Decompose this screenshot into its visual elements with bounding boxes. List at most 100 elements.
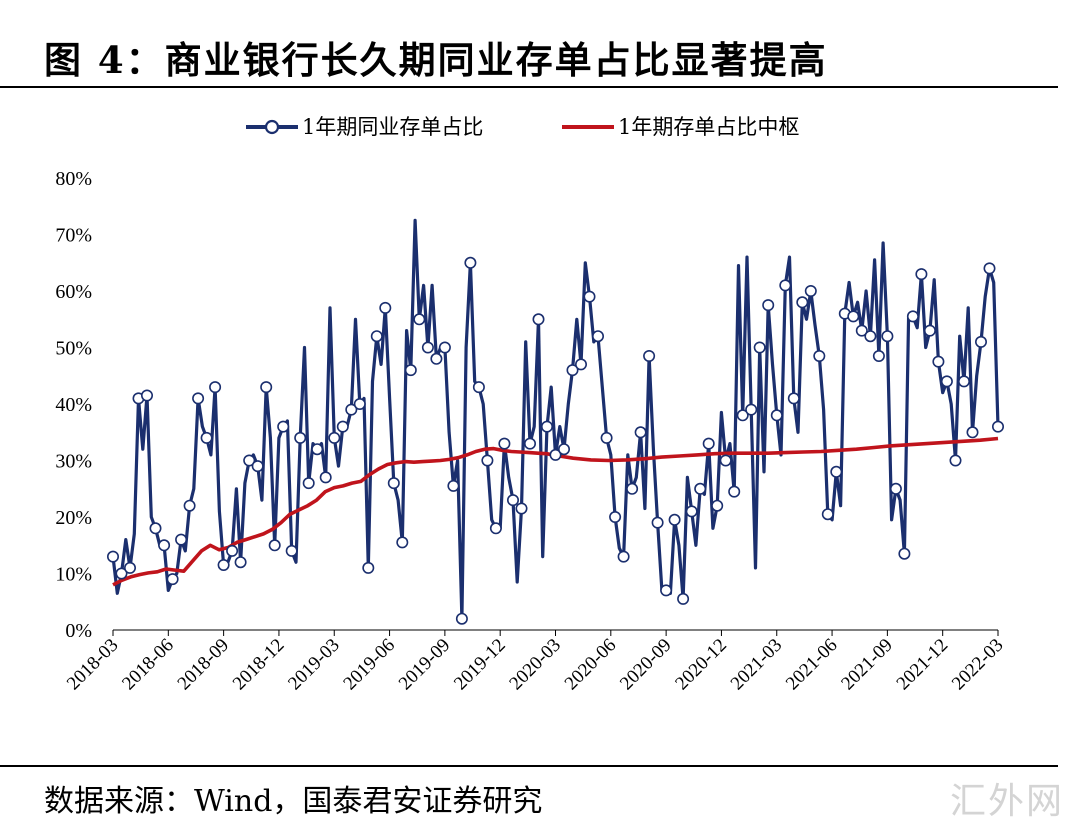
data-point — [353, 397, 366, 410]
data-point — [285, 544, 298, 557]
data-point — [115, 567, 128, 580]
data-point — [591, 330, 604, 343]
data-point — [855, 324, 868, 337]
data-point — [345, 403, 358, 416]
data-point — [141, 389, 154, 402]
data-point — [226, 544, 239, 557]
data-point — [175, 533, 188, 546]
legend-label-series-1: 1年期同业存单占比 — [302, 115, 483, 139]
x-tick-label: 2020-12 — [671, 635, 731, 695]
data-point — [813, 350, 826, 363]
source-divider — [0, 765, 1058, 767]
legend-marker-series-1 — [264, 119, 280, 135]
data-point — [787, 392, 800, 405]
data-point — [260, 381, 273, 394]
data-point — [243, 454, 256, 467]
data-point — [753, 341, 766, 354]
data-point — [923, 324, 936, 337]
legend-item-series-2: 1年期存单占比中枢 — [562, 115, 799, 139]
x-tick-label: 2022-03 — [948, 635, 1008, 695]
data-point — [404, 364, 417, 377]
data-point — [821, 508, 834, 521]
data-point — [251, 460, 264, 473]
data-point — [719, 454, 732, 467]
figure-title: 图 4：商业银行长久期同业存单占比显著提高 — [44, 38, 828, 82]
x-tick-label: 2020-09 — [616, 635, 676, 695]
data-point — [362, 561, 375, 574]
data-point — [694, 482, 707, 495]
data-point — [149, 522, 162, 535]
data-point — [770, 409, 783, 422]
data-point — [677, 592, 690, 605]
data-point — [166, 573, 179, 586]
data-point — [991, 420, 1004, 433]
data-point — [506, 494, 519, 507]
y-tick-label: 60% — [55, 281, 92, 303]
data-point — [192, 392, 205, 405]
legend-item-series-1: 1年期同业存单占比 — [246, 115, 483, 139]
data-point — [643, 350, 656, 363]
data-point — [660, 584, 673, 597]
data-point — [728, 485, 741, 498]
data-point — [396, 536, 409, 549]
data-point — [107, 550, 120, 563]
data-point — [370, 330, 383, 343]
data-point — [889, 482, 902, 495]
y-tick-label: 0% — [65, 620, 92, 642]
x-tick-label: 2019-03 — [284, 635, 344, 695]
y-axis: 0% 10% 20% 30% 40% 50% 60% 70% 80% — [55, 168, 92, 642]
data-point — [158, 539, 171, 552]
data-point — [830, 465, 843, 478]
data-point — [379, 301, 392, 314]
data-point — [472, 381, 485, 394]
data-point — [489, 522, 502, 535]
x-tick-label: 2019-06 — [339, 635, 399, 695]
x-tick-label: 2019-09 — [395, 635, 455, 695]
data-point — [574, 358, 587, 371]
data-point — [481, 454, 494, 467]
data-point — [421, 341, 434, 354]
data-point — [932, 355, 945, 368]
data-point — [779, 279, 792, 292]
data-point — [413, 313, 426, 326]
x-tick-label: 2021-03 — [727, 635, 787, 695]
data-point — [762, 299, 775, 312]
x-tick-label: 2018-06 — [118, 635, 178, 695]
data-point — [447, 479, 460, 492]
data-point — [455, 612, 468, 625]
data-point — [302, 477, 315, 490]
data-point — [387, 477, 400, 490]
legend-label-series-2: 1年期存单占比中枢 — [618, 115, 799, 139]
x-tick-label: 2018-03 — [63, 635, 123, 695]
x-tick-label: 2021-12 — [893, 635, 953, 695]
data-point — [634, 426, 647, 439]
data-point — [617, 550, 630, 563]
data-point — [872, 350, 885, 363]
data-point — [430, 352, 443, 365]
data-point — [311, 443, 324, 456]
x-tick-label: 2021-06 — [782, 635, 842, 695]
data-point — [566, 364, 579, 377]
y-tick-label: 20% — [55, 507, 92, 529]
data-point — [881, 330, 894, 343]
series-line-1 — [111, 218, 1000, 621]
data-point — [600, 431, 613, 444]
data-point — [200, 431, 213, 444]
data-point — [557, 443, 570, 456]
data-point — [864, 330, 877, 343]
data-point — [498, 437, 511, 450]
data-point — [209, 381, 222, 394]
data-point — [268, 539, 281, 552]
data-point — [438, 341, 451, 354]
data-point — [626, 482, 639, 495]
y-tick-label: 70% — [55, 225, 92, 247]
data-point — [898, 547, 911, 560]
data-point — [949, 454, 962, 467]
x-tick-label: 2018-09 — [174, 635, 234, 695]
x-tick-label: 2020-03 — [505, 635, 565, 695]
data-point — [183, 499, 196, 512]
data-point — [685, 505, 698, 518]
data-point — [319, 471, 332, 484]
data-point — [124, 561, 137, 574]
y-tick-label: 10% — [55, 564, 92, 586]
